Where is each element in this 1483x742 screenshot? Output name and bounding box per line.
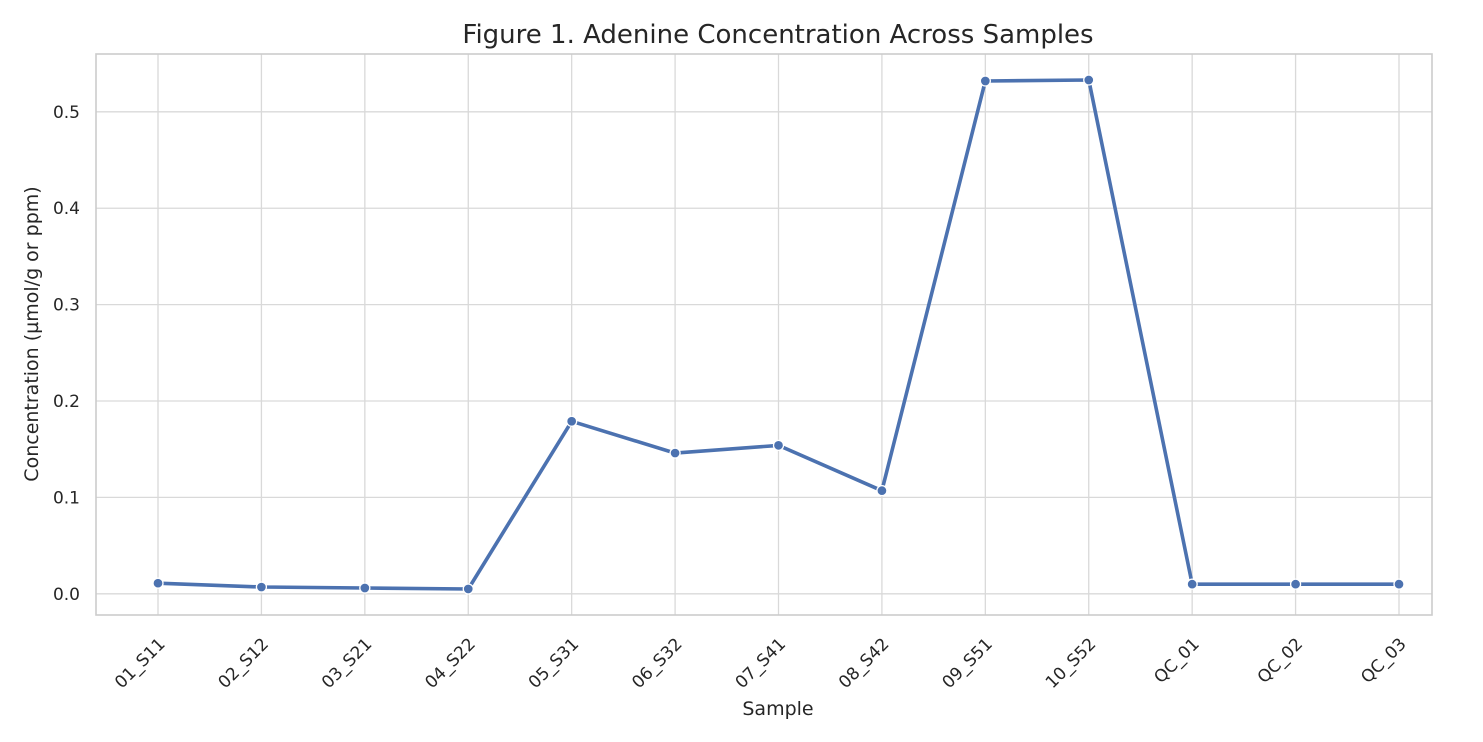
y-tick-label: 0.2: [53, 392, 80, 412]
y-tick-label: 0.1: [53, 488, 80, 508]
data-point: [255, 581, 268, 593]
y-axis-ticks: 0.0 0.1 0.2 0.3 0.4 0.5: [53, 103, 80, 605]
x-tick-label: 02_S12: [215, 634, 273, 692]
data-point: [1393, 578, 1405, 590]
x-axis-label: Sample: [742, 698, 813, 720]
data-point: [1083, 74, 1095, 86]
y-axis-label: Concentration (µmol/g or ppm): [21, 186, 43, 481]
grid: [96, 54, 1432, 615]
chart-title: Figure 1. Adenine Concentration Across S…: [462, 20, 1093, 50]
x-tick-label: QC_01: [1150, 634, 1203, 687]
data-point: [979, 75, 991, 87]
x-tick-label: QC_02: [1254, 634, 1307, 687]
data-point: [359, 582, 371, 594]
data-point: [1289, 578, 1302, 590]
x-tick-label: 06_S32: [628, 634, 686, 692]
y-tick-label: 0.0: [53, 585, 80, 605]
x-tick-label: 10_S52: [1042, 634, 1100, 692]
x-tick-label: 01_S11: [111, 634, 169, 692]
data-point: [152, 577, 164, 589]
data-point: [772, 439, 785, 452]
y-tick-label: 0.4: [53, 199, 80, 219]
data-point: [566, 415, 578, 427]
data-point: [1186, 578, 1198, 590]
y-tick-label: 0.3: [53, 296, 80, 316]
x-tick-label: 03_S21: [318, 634, 376, 692]
data-point: [876, 485, 888, 497]
x-tick-label: 07_S41: [732, 634, 790, 692]
series: [152, 74, 1405, 595]
x-tick-label: QC_03: [1357, 634, 1410, 687]
x-axis-ticks: 01_S11 02_S12 03_S21 04_S22 05_S31 06_S32 07_S…: [111, 634, 1410, 692]
data-point: [462, 583, 474, 595]
x-tick-label: 04_S22: [421, 634, 479, 692]
x-tick-label: 08_S42: [835, 634, 893, 692]
y-tick-label: 0.5: [53, 103, 80, 123]
x-tick-label: 05_S31: [525, 634, 583, 692]
plot-area-frame: [95, 53, 1433, 616]
data-point: [669, 447, 681, 459]
x-tick-label: 09_S51: [938, 634, 996, 692]
